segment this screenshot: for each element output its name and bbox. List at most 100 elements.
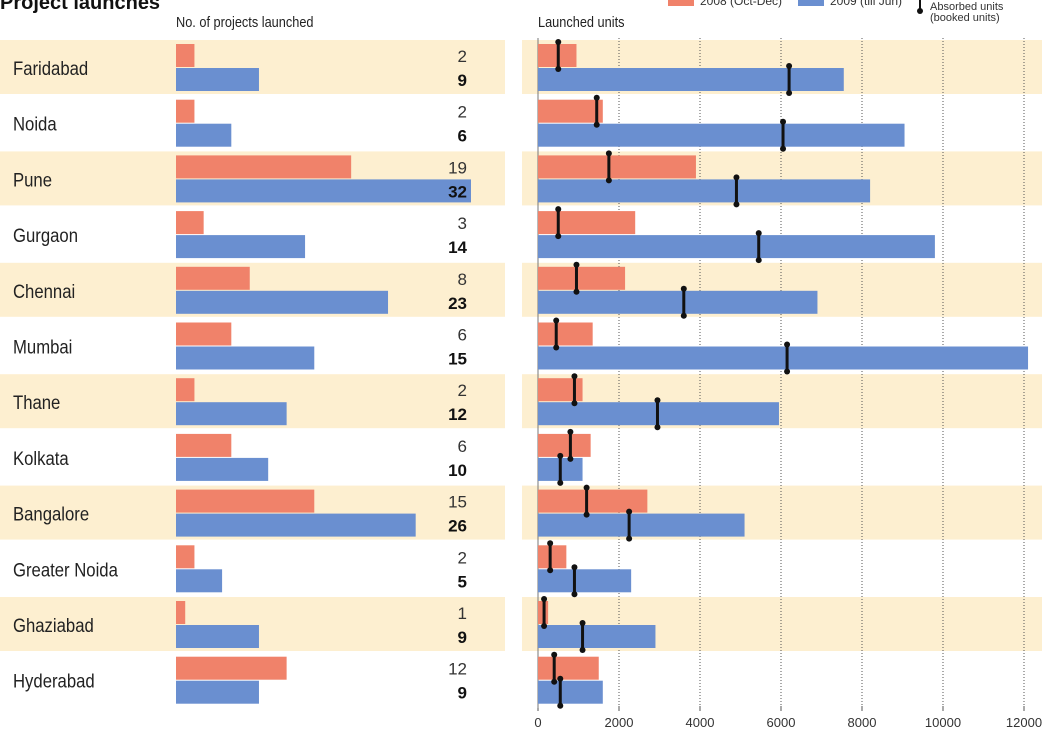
legend-absorbed: Absorbed units (booked units) [930, 2, 1003, 24]
bar-projects-2009-thane [176, 402, 287, 426]
bar-projects-2008-gurgaon [176, 211, 204, 235]
absorbed-marker-cap-2008-kolkata [567, 428, 574, 435]
absorbed-marker-cap-2009-hyderabad [557, 702, 564, 709]
bar-projects-2009-mumbai [176, 346, 315, 370]
bar-projects-2008-bangalore [176, 489, 315, 513]
category-label-faridabad: Faridabad [13, 58, 88, 79]
bar-units-2009-faridabad [538, 68, 844, 91]
category-label-thane: Thane [13, 392, 60, 413]
legend-absorbed-sublabel: (booked units) [930, 12, 1000, 24]
absorbed-marker-cap-2008-noida [593, 94, 600, 101]
absorbed-marker-cap-2009-greater-noida [571, 591, 578, 598]
bar-projects-2008-greater-noida [176, 545, 195, 569]
bar-projects-2009-faridabad [176, 68, 259, 91]
value-label-2009-noida: 6 [458, 127, 467, 146]
category-label-hyderabad: Hyderabad [13, 671, 95, 692]
absorbed-marker-cap-2009-thane [654, 424, 661, 431]
absorbed-marker-cap-2009-noida [780, 118, 787, 125]
legend-2008-swatch [668, 0, 694, 6]
absorbed-marker-cap-2009-kolkata [557, 452, 564, 459]
bar-projects-2008-kolkata [176, 433, 232, 457]
absorbed-marker-cap-2009-kolkata [557, 479, 564, 486]
absorbed-marker-cap-2008-chennai [573, 288, 580, 295]
bar-projects-2009-noida [176, 123, 232, 147]
absorbed-marker-cap-2008-greater-noida [547, 567, 554, 574]
absorbed-marker-cap-2008-thane [571, 400, 578, 407]
legend-2008: 2008 (Oct-Dec) [668, 0, 782, 8]
absorbed-marker-cap-2009-mumbai [784, 368, 791, 375]
value-label-2009-gurgaon: 14 [448, 238, 467, 257]
bar-projects-2009-kolkata [176, 457, 269, 481]
absorbed-marker-cap-2008-faridabad [555, 39, 562, 45]
bar-units-2008-kolkata [538, 433, 591, 457]
bar-units-2009-mumbai [538, 346, 1029, 370]
value-label-2009-mumbai: 15 [448, 350, 467, 369]
absorbed-marker-cap-2008-pune [605, 150, 612, 157]
x-tick-label: 0 [534, 715, 541, 730]
absorbed-marker-cap-2008-hyderabad [551, 678, 558, 685]
bar-units-2009-greater-noida [538, 569, 632, 593]
value-label-2009-hyderabad: 9 [458, 684, 467, 703]
absorbed-marker-cap-2008-chennai [573, 261, 580, 268]
absorbed-marker-cap-2009-ghaziabad [579, 647, 586, 653]
absorbed-marker-cap-2009-chennai [680, 285, 687, 292]
value-label-2008-chennai: 8 [458, 270, 467, 289]
legend-2009-swatch [798, 0, 824, 6]
bar-units-2008-pune [538, 155, 696, 179]
absorbed-marker-cap-2009-bangalore [626, 535, 633, 542]
category-label-kolkata: Kolkata [13, 448, 69, 469]
x-tick-label: 2000 [605, 715, 634, 730]
bar-units-2008-mumbai [538, 322, 593, 346]
chart-title: Project launches [0, 0, 161, 14]
value-label-2009-greater-noida: 5 [458, 572, 467, 591]
category-label-ghaziabad: Ghaziabad [13, 615, 94, 636]
category-label-gurgaon: Gurgaon [13, 225, 78, 246]
x-tick-label: 10000 [925, 715, 961, 730]
absorbed-marker-cap-2008-faridabad [555, 66, 562, 72]
bar-projects-2008-hyderabad [176, 656, 287, 680]
bar-units-2009-ghaziabad [538, 625, 656, 648]
bar-projects-2008-ghaziabad [176, 601, 186, 624]
absorbed-marker-cap-2009-thane [654, 397, 661, 404]
value-label-2008-kolkata: 6 [458, 437, 467, 456]
absorbed-marker-cap-2008-gurgaon [555, 233, 562, 240]
absorbed-marker-cap-2009-gurgaon [755, 257, 762, 264]
value-label-2008-thane: 2 [458, 381, 467, 400]
absorbed-marker-cap-2008-bangalore [583, 484, 590, 491]
absorbed-marker-cap-2008-mumbai [553, 344, 560, 351]
absorbed-marker-cap-2009-faridabad [786, 63, 793, 69]
value-label-2009-pune: 32 [448, 182, 467, 201]
bar-units-2009-gurgaon [538, 235, 935, 259]
absorbed-marker-cap-2009-bangalore [626, 508, 633, 515]
bar-projects-2009-ghaziabad [176, 625, 259, 648]
legend-2009-label: 2009 (till Jun) [830, 0, 903, 8]
absorbed-marker-cap-2009-faridabad [786, 90, 793, 96]
value-label-2009-bangalore: 26 [448, 517, 467, 536]
absorbed-marker-cap-2008-noida [593, 121, 600, 128]
value-label-2008-pune: 19 [448, 158, 467, 177]
bar-units-2008-hyderabad [538, 656, 599, 680]
absorbed-marker-cap-2008-thane [571, 373, 578, 380]
x-tick-label: 12000 [1006, 715, 1042, 730]
bar-units-2008-bangalore [538, 489, 648, 513]
left-column-label: No. of projects launched [176, 14, 314, 31]
category-label-noida: Noida [13, 114, 57, 135]
x-tick-label: 6000 [767, 715, 796, 730]
absorbed-marker-cap-2009-pune [733, 174, 740, 181]
bar-projects-2009-gurgaon [176, 235, 306, 259]
bar-units-2008-thane [538, 378, 583, 402]
value-label-2008-mumbai: 6 [458, 326, 467, 345]
bar-projects-2008-thane [176, 378, 195, 402]
bar-projects-2009-pune [176, 179, 471, 203]
bar-units-2009-pune [538, 179, 871, 203]
category-label-mumbai: Mumbai [13, 337, 72, 358]
value-label-2008-faridabad: 2 [458, 47, 467, 66]
x-tick-label: 4000 [686, 715, 715, 730]
value-label-2009-faridabad: 9 [458, 71, 467, 90]
absorbed-marker-cap-2009-greater-noida [571, 564, 578, 571]
bar-units-2008-gurgaon [538, 211, 636, 235]
category-label-bangalore: Bangalore [13, 504, 89, 525]
category-label-greater-noida: Greater Noida [13, 559, 118, 580]
absorbed-marker-cap-2009-noida [780, 145, 787, 152]
